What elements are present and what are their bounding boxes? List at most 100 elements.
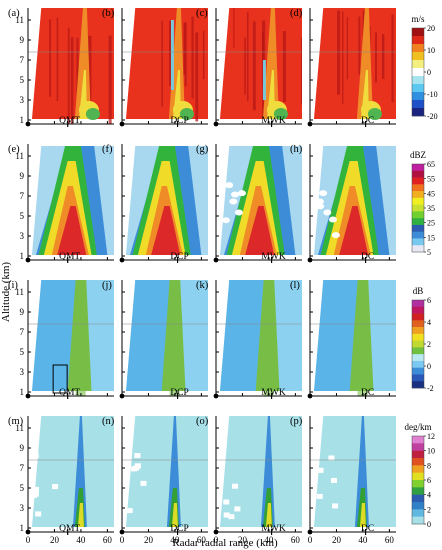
radar-field [31, 8, 114, 124]
colorbar-tick: -2 [427, 384, 434, 393]
y-tick-label: 3 [20, 503, 25, 513]
y-tick-label: 7 [20, 327, 25, 337]
y-tick-label: 7 [20, 463, 25, 473]
panel-letter: (c) [196, 8, 208, 19]
highlight-box [52, 364, 68, 394]
y-tick-label: 11 [15, 151, 24, 161]
radar-origin-marker [25, 529, 31, 535]
panel-letter: (b) [102, 8, 115, 19]
y-tick-label: 3 [20, 95, 25, 105]
station-label: DC [361, 116, 374, 126]
colorbars: m/s20100-10-20dBZ6555453525155dB6420-2de… [405, 14, 438, 529]
colorbar-tick: 6 [427, 476, 431, 485]
colorbar-tick: 10 [427, 447, 435, 456]
colorbar-unit: deg/km [405, 422, 432, 432]
station-label: DC [361, 524, 374, 534]
x-tick-label: 60 [103, 535, 113, 545]
radar-field [31, 146, 114, 255]
y-tick-label: 11 [15, 287, 24, 297]
station-label: DCP [170, 116, 188, 126]
radar-field [313, 416, 396, 527]
panel-n: 0 20 40 60 DCP (n) [102, 416, 208, 545]
panel-letter: (p) [290, 416, 303, 427]
colorbar-tick: 5 [427, 248, 431, 257]
panel-letter: (l) [290, 280, 300, 291]
radar-field [125, 146, 208, 255]
colorbar-tick: 4 [427, 491, 431, 500]
panel-letter: (a) [8, 8, 20, 19]
y-tick-label: 11 [15, 423, 24, 433]
y-tick-label: 5 [20, 347, 25, 357]
panel-c: MWK (c) [196, 8, 302, 127]
x-tick-label: 20 [332, 535, 342, 545]
station-label: MWK [261, 116, 285, 126]
colorbar-tick: 55 [427, 175, 435, 184]
colorbar-tick: 15 [427, 233, 435, 242]
panel-letter: (h) [290, 144, 303, 155]
x-tick-label: 40 [76, 535, 86, 545]
x-tick-label: 0 [214, 535, 219, 545]
panel-letter: (d) [290, 8, 303, 19]
colorbar-tick: 4 [427, 318, 431, 327]
radar-field [313, 146, 396, 255]
radar-field [313, 280, 396, 396]
station-label: DC [361, 388, 374, 398]
x-tick-label: 0 [120, 535, 125, 545]
panel-b: DCP (b) [102, 8, 208, 127]
panel-i: 1 3 5 7 9 11 QMT (i) [8, 280, 114, 399]
colorbar-tick: 6 [427, 296, 431, 305]
x-tick-label: 40 [264, 535, 274, 545]
colorbar-tick: 0 [427, 362, 431, 371]
panel-f: DCP (f) [102, 144, 208, 263]
y-tick-label: 1 [20, 523, 25, 533]
x-tick-label: 20 [50, 535, 60, 545]
radar-origin-marker [119, 393, 125, 399]
radar-origin-marker [307, 121, 313, 127]
x-tick-label: 40 [170, 535, 180, 545]
radar-origin-marker [119, 257, 125, 263]
y-tick-label: 1 [20, 115, 25, 125]
radar-origin-marker [119, 529, 125, 535]
panel-letter: (j) [102, 280, 112, 291]
x-tick-label: 60 [291, 535, 301, 545]
panel-letter: (o) [196, 416, 209, 427]
radar-origin-marker [307, 393, 313, 399]
x-tick-label: 40 [358, 535, 368, 545]
radar-origin-marker [213, 529, 219, 535]
station-label: DC [361, 252, 374, 262]
x-tick-label: 20 [144, 535, 154, 545]
panel-letter: (k) [196, 280, 209, 291]
panel-letter: (n) [102, 416, 115, 427]
radar-origin-marker [307, 257, 313, 263]
colorbar-tick: 0 [427, 520, 431, 529]
panel-grid: 1357911QMT(a)DCP(b)MWK(c)DC(d)1357911QMT… [8, 8, 396, 545]
panel-letter: (f) [102, 144, 113, 155]
colorbar-tick: 20 [427, 24, 435, 33]
panel-a: 1 3 5 7 9 11 QMT (a) [8, 8, 114, 127]
station-label: QMT [59, 116, 80, 126]
y-tick-label: 5 [20, 483, 25, 493]
y-tick-label: 1 [20, 251, 25, 261]
y-tick-label: 1 [20, 387, 25, 397]
radar-origin-marker [213, 257, 219, 263]
y-tick-label: 9 [20, 307, 25, 317]
y-tick-label: 7 [20, 55, 25, 65]
station-label: QMT [59, 524, 80, 534]
radar-field [125, 416, 208, 527]
station-label: MWK [261, 388, 285, 398]
station-label: DCP [170, 388, 188, 398]
panel-letter: (e) [8, 144, 20, 155]
radar-origin-marker [307, 529, 313, 535]
station-label: MWK [261, 252, 285, 262]
y-tick-label: 3 [20, 231, 25, 241]
station-label: DCP [170, 524, 188, 534]
panel-h: DC (h) [290, 144, 396, 263]
panel-e: 1 3 5 7 9 11 QMT (e) [8, 144, 114, 263]
y-axis-label: Altitude (km) [0, 262, 12, 323]
radar-origin-marker [119, 121, 125, 127]
colorbar-tick: 10 [427, 46, 435, 55]
colorbar-ms: m/s20 10 0 -10 -20 [411, 14, 437, 121]
panel-letter: (m) [8, 416, 24, 427]
